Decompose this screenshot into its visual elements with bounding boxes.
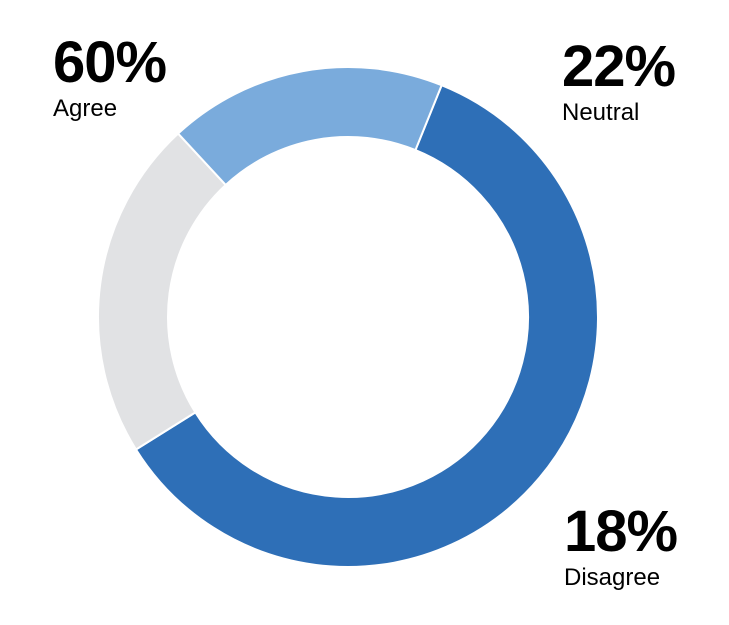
data-label-neutral-percent: 22% — [562, 34, 676, 99]
slice-callout-agree: 60% Agree — [53, 30, 167, 123]
slice-label-disagree: Disagree — [564, 564, 661, 591]
slice-label-neutral: Neutral — [562, 99, 640, 126]
slice-agree — [134, 83, 599, 568]
data-label-disagree-percent: 18% — [564, 499, 678, 564]
donut-slices — [97, 66, 599, 568]
slice-disagree — [176, 66, 443, 187]
slice-callout-disagree: 18% Disagree — [564, 499, 678, 592]
data-label-agree-percent: 60% — [53, 30, 167, 95]
slice-neutral — [97, 132, 228, 451]
slice-label-agree: Agree — [53, 95, 118, 122]
slice-callout-neutral: 22% Neutral — [562, 34, 676, 127]
